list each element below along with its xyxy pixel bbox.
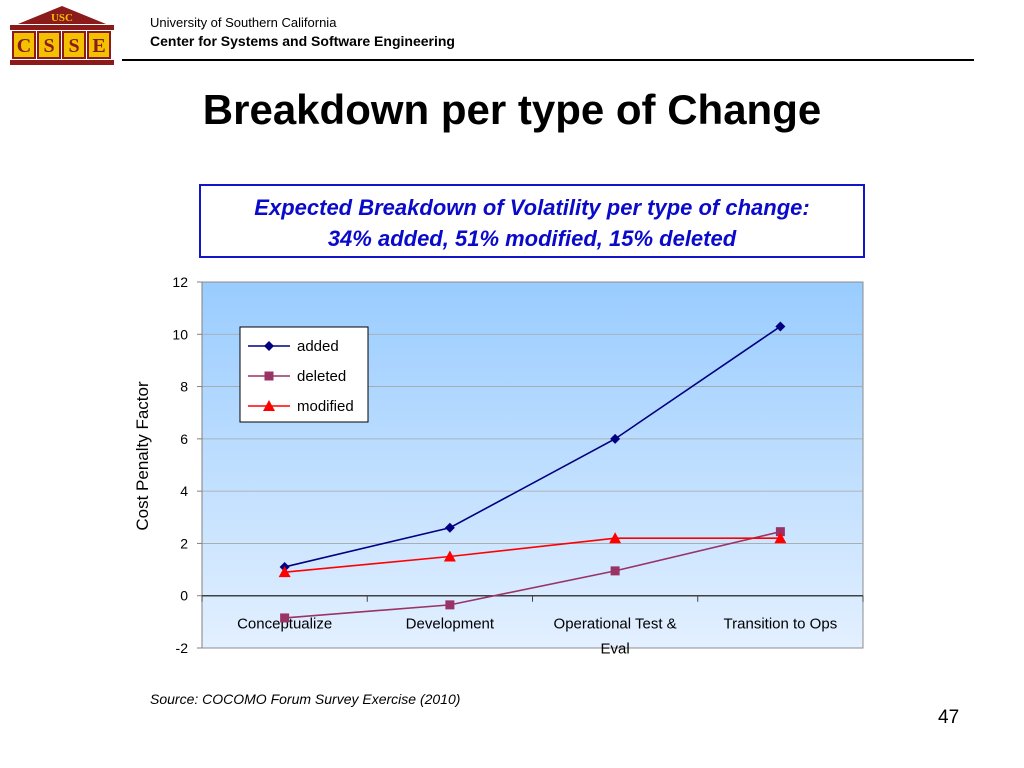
y-tick-labels: -2 0 2 4 6 8 10 12: [172, 274, 188, 656]
x-tick-label: Conceptualize: [237, 616, 332, 633]
y-tick-label: 12: [172, 274, 188, 290]
series-line-modified: [284, 537, 781, 573]
y-tick-label: 8: [180, 379, 188, 395]
y-tick-label: 2: [180, 535, 188, 551]
slide-title: Breakdown per type of Change: [202, 86, 822, 133]
x-tick-label: Development: [406, 616, 495, 633]
x-tick-label: Operational Test & Eval: [554, 616, 677, 658]
institution-name: University of Southern California: [150, 15, 337, 30]
series-line-added: [284, 325, 781, 568]
axes: [197, 281, 864, 649]
legend-label: added: [297, 338, 339, 355]
series-markers: [278, 321, 787, 623]
point-modified: [443, 550, 456, 562]
y-tick-label: 6: [180, 431, 188, 447]
point-deleted: [610, 566, 620, 576]
point-modified: [609, 532, 622, 544]
point-modified: [278, 566, 291, 578]
point-added: [444, 522, 455, 533]
y-tick-label: 0: [180, 588, 188, 604]
logo-letter: S: [68, 35, 79, 57]
y-axis-label: Cost Penalty Factor: [133, 381, 152, 531]
logo-letter-box: [37, 31, 61, 59]
logo-letter: C: [17, 35, 31, 57]
x-tick-label: Transition to Ops: [724, 616, 838, 633]
source-note: Source: COCOMO Forum Survey Exercise (20…: [150, 691, 461, 707]
header-divider: [122, 59, 974, 61]
y-tick-label: -2: [176, 640, 189, 656]
callout-line-2: 34% added, 51% modified, 15% deleted: [327, 226, 737, 251]
logo-letter-box: [87, 31, 111, 59]
volatility-callout: Expected Breakdown of Volatility per typ…: [199, 184, 865, 258]
page-number: 47: [938, 707, 960, 728]
series-line-deleted: [284, 530, 781, 619]
x-tick-labels: Conceptualize Development Operational Test…: [237, 616, 837, 658]
legend-label: modified: [297, 398, 354, 415]
logo-letter-box: [12, 31, 36, 59]
logo-letter: E: [92, 35, 105, 57]
point-added: [775, 321, 786, 332]
series-lines: [284, 325, 781, 619]
logo-letter-box: [62, 31, 86, 59]
point-modified: [774, 532, 787, 544]
legend-marker: [263, 400, 275, 411]
callout-line-1: Expected Breakdown of Volatility per typ…: [254, 195, 810, 220]
cost-penalty-line-chart: -2 0 2 4 6 8 10 12 Conceptualize Development Oper…: [133, 274, 864, 658]
chart-legend: added deleted modified: [239, 326, 369, 423]
center-name: Center for Systems and Software Engineer…: [150, 33, 455, 49]
y-tick-label: 4: [180, 483, 188, 499]
legend-label: deleted: [297, 368, 346, 385]
legend-marker: [264, 341, 274, 351]
point-deleted: [280, 613, 290, 623]
logo-usc-text: USC: [51, 12, 73, 24]
point-deleted: [775, 527, 785, 537]
legend-marker: [264, 371, 274, 381]
y-tick-label: 10: [172, 326, 188, 342]
point-added: [610, 433, 621, 444]
point-deleted: [445, 600, 455, 610]
logo-letter: S: [43, 35, 54, 57]
